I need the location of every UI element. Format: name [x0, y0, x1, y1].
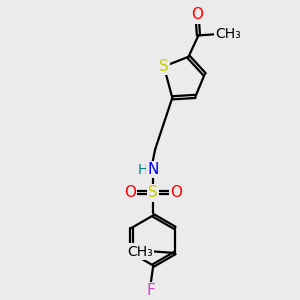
Text: S: S — [148, 185, 158, 200]
Text: CH₃: CH₃ — [127, 244, 153, 259]
Text: F: F — [146, 283, 155, 298]
Text: O: O — [171, 185, 183, 200]
Text: O: O — [124, 185, 136, 200]
Text: O: O — [191, 8, 203, 22]
Text: S: S — [159, 59, 169, 74]
Text: N: N — [148, 162, 159, 177]
Text: H: H — [137, 163, 148, 177]
Text: CH₃: CH₃ — [215, 27, 241, 41]
